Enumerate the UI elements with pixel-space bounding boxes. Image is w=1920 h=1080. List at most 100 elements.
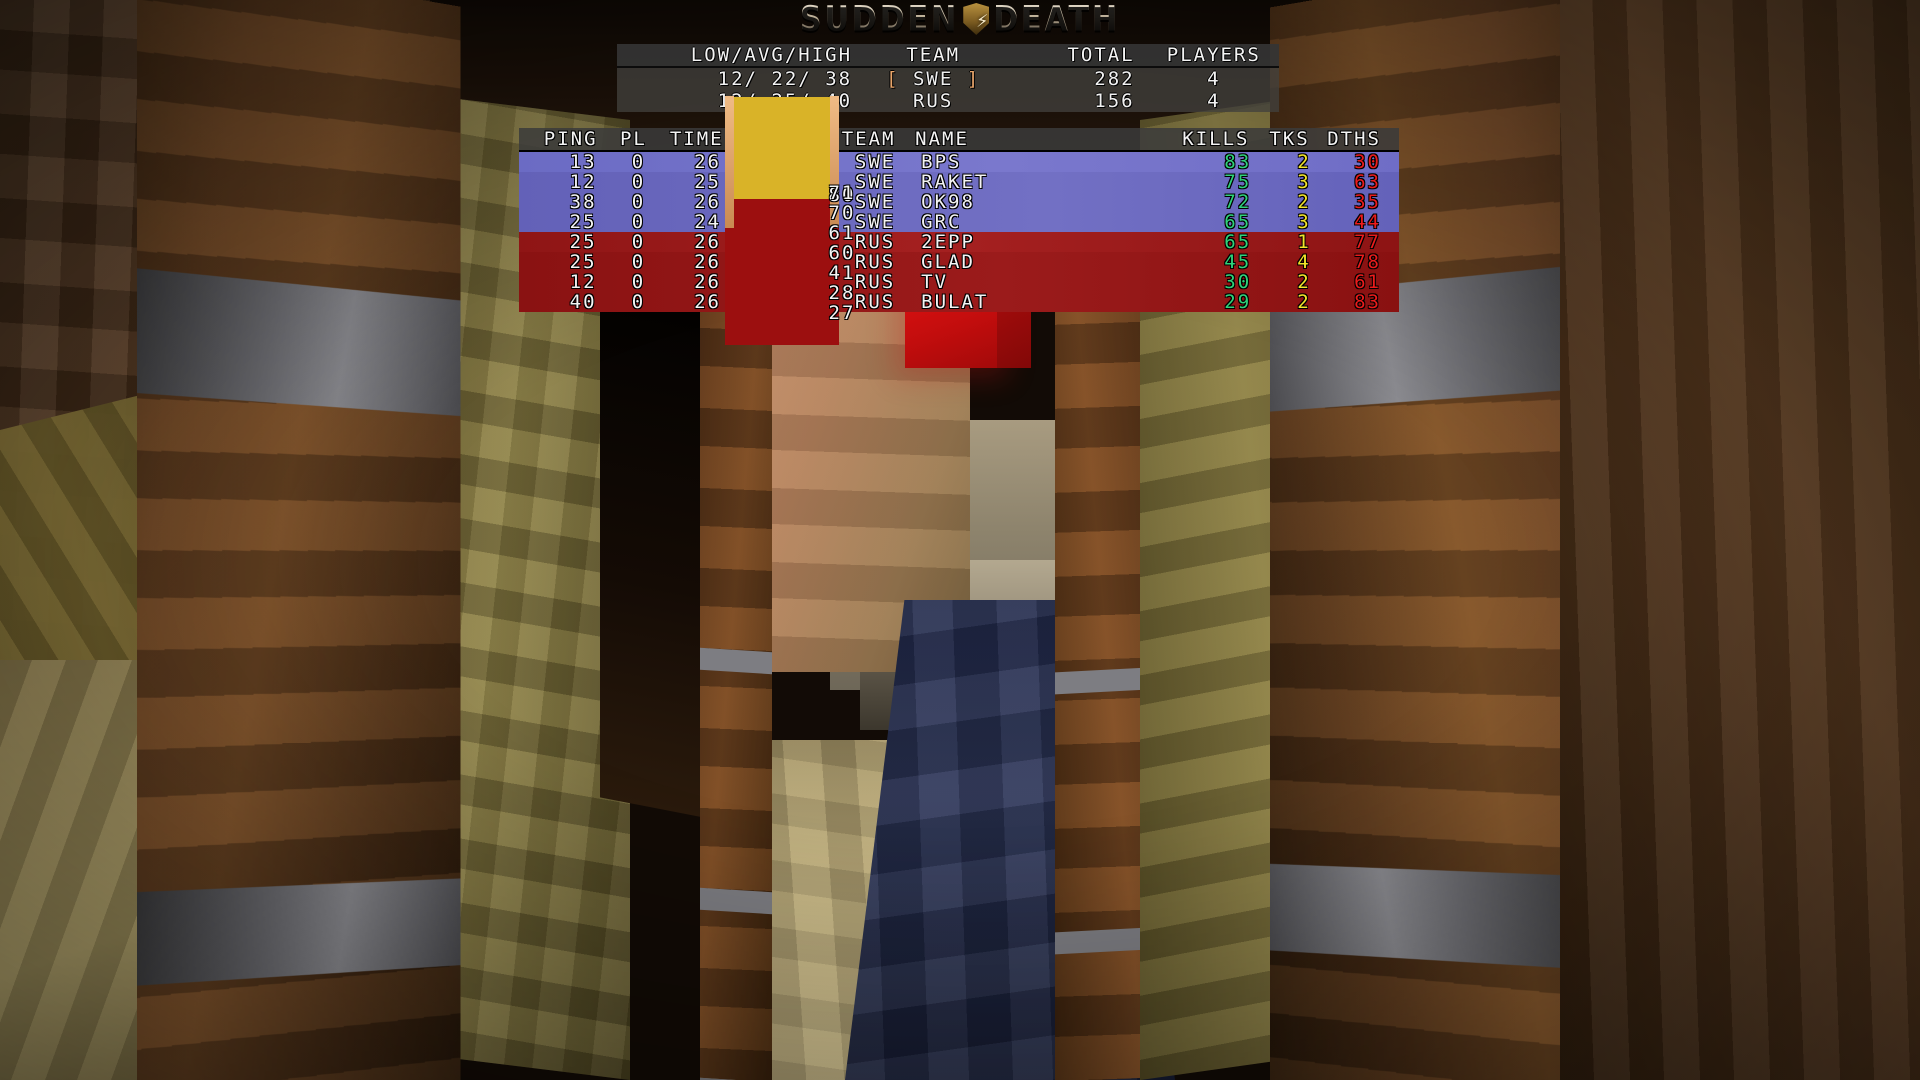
- cell-dths: 61: [1354, 271, 1381, 293]
- cell-frags: 27: [721, 258, 853, 346]
- cell-team: RUS: [854, 271, 896, 293]
- cell-ping: 40: [569, 291, 597, 313]
- cell-name: RAKET: [921, 171, 989, 193]
- team-players: 4: [1207, 90, 1221, 112]
- cell-tks: 3: [1297, 171, 1311, 193]
- cell-team: RUS: [854, 231, 896, 253]
- cell-tks: 4: [1297, 251, 1311, 273]
- cell-team: RUS: [854, 251, 896, 273]
- frag-highlight-box: [724, 259, 839, 345]
- title-text-left: SUDDEN: [799, 0, 960, 40]
- cell-dths: 44: [1354, 211, 1381, 233]
- cell-ping: 25: [569, 231, 597, 253]
- cell-dths: 78: [1354, 251, 1381, 273]
- cell-kills: 65: [1224, 231, 1252, 253]
- cell-tks: 2: [1297, 291, 1311, 313]
- header-total: TOTAL: [1067, 44, 1135, 66]
- cell-team: RUS: [854, 291, 896, 313]
- cell-name: BPS: [921, 151, 962, 173]
- cell-pl: 0: [631, 171, 646, 193]
- table-row[interactable]: 12 0 25 71 SWE RAKET 75 3 63: [519, 139, 1399, 225]
- team-summary-row: 12/ 22/ 38 [ SWE ] 282 4: [617, 68, 1279, 90]
- team-name: [ SWE ]: [886, 68, 981, 90]
- cell-time: 25: [694, 171, 721, 193]
- cell-ping: 12: [569, 271, 597, 293]
- col-ping: PING: [543, 128, 598, 150]
- col-kills: KILLS: [1182, 128, 1250, 150]
- team-players: 4: [1207, 68, 1221, 90]
- cell-time: 26: [694, 271, 721, 293]
- shield-bolt-icon: ⚡: [963, 3, 990, 35]
- col-dths: DTHS: [1327, 128, 1381, 150]
- cell-tks: 2: [1297, 151, 1311, 173]
- cell-tks: 2: [1297, 191, 1311, 213]
- cell-ping: 38: [569, 191, 597, 213]
- cell-tks: 2: [1297, 271, 1311, 293]
- cell-tks: 3: [1297, 211, 1311, 233]
- table-row[interactable]: 12 0 26 28 RUS TV 30 2 61: [519, 239, 1399, 325]
- cell-time: 26: [694, 151, 721, 173]
- cell-ping: 13: [569, 151, 597, 173]
- cell-ping: 25: [569, 251, 597, 273]
- cell-name: OK98: [921, 191, 975, 213]
- cell-pl: 0: [631, 291, 646, 313]
- cell-pl: 0: [631, 191, 646, 213]
- cell-tks: 1: [1297, 231, 1311, 253]
- cell-kills: 83: [1224, 151, 1252, 173]
- cell-time: 24: [694, 211, 721, 233]
- cell-name: GRC: [921, 211, 962, 233]
- player-table-header: PING PL TIME FRAGS TEAM NAME KILLS TKS D…: [519, 128, 1399, 152]
- cell-name: GLAD: [921, 251, 975, 273]
- header-players: PLAYERS: [1166, 44, 1261, 66]
- team-name: RUS: [912, 90, 954, 112]
- cell-time: 26: [694, 291, 721, 313]
- sudden-death-title: SUDDEN ⚡ DEATH: [0, 0, 1920, 40]
- cell-time: 26: [694, 191, 721, 213]
- title-text-right: DEATH: [993, 0, 1121, 40]
- team-summary-row: 12/ 25/ 40 RUS 156 4: [617, 90, 1279, 112]
- col-team: TEAM: [841, 128, 896, 150]
- cell-dths: 83: [1354, 291, 1381, 313]
- cell-pl: 0: [631, 231, 646, 253]
- cell-dths: 77: [1354, 231, 1381, 253]
- right-wall: [1560, 0, 1920, 1080]
- cell-name: BULAT: [921, 291, 989, 313]
- col-name: NAME: [915, 128, 969, 150]
- cell-time: 26: [694, 231, 721, 253]
- cell-name: TV: [921, 271, 949, 293]
- cell-ping: 12: [569, 171, 597, 193]
- table-row[interactable]: 25 0 26 60 RUS 2EPP 65 1 77: [519, 199, 1399, 285]
- header-team: TEAM: [906, 44, 961, 66]
- col-tks: TKS: [1269, 128, 1310, 150]
- cell-dths: 35: [1354, 191, 1381, 213]
- cell-team: SWE: [854, 211, 896, 233]
- table-row[interactable]: 40 0 26 27 RUS BULAT 29 2 83: [519, 259, 1399, 345]
- cell-time: 26: [694, 251, 721, 273]
- table-row[interactable]: 25 0 26 41 RUS GLAD 45 4 78: [519, 219, 1399, 305]
- table-row[interactable]: 13 0 26 80 SWE BPS 83 2 30: [519, 96, 1399, 228]
- cell-kills: 45: [1224, 251, 1252, 273]
- cell-dths: 63: [1354, 171, 1381, 193]
- cell-ping: 25: [569, 211, 597, 233]
- cell-kills: 72: [1224, 191, 1252, 213]
- frag-bracket-left-icon: [724, 96, 734, 228]
- cell-pl: 0: [631, 151, 646, 173]
- cell-pl: 0: [631, 271, 646, 293]
- cell-pl: 0: [631, 211, 646, 233]
- table-row[interactable]: 38 0 26 70 SWE OK98 72 2 35: [519, 159, 1399, 245]
- table-row[interactable]: 25 0 24 61 SWE GRC 65 3 44: [519, 179, 1399, 265]
- cell-kills: 30: [1224, 271, 1252, 293]
- frag-bracket-right-icon: [829, 96, 839, 228]
- team-summary-panel: LOW/AVG/HIGH TEAM TOTAL PLAYERS 12/ 22/ …: [617, 44, 1279, 112]
- cell-name: 2EPP: [921, 231, 975, 253]
- cell-kills: 29: [1224, 291, 1252, 313]
- cell-kills: 65: [1224, 211, 1252, 233]
- col-time: TIME: [669, 128, 724, 150]
- team-total: 156: [1094, 90, 1135, 112]
- team-summary-header: LOW/AVG/HIGH TEAM TOTAL PLAYERS: [617, 44, 1279, 68]
- team-total: 282: [1094, 68, 1135, 90]
- player-scoreboard-table: PING PL TIME FRAGS TEAM NAME KILLS TKS D…: [519, 96, 1399, 345]
- cell-team: SWE: [854, 171, 896, 193]
- col-pl: PL: [619, 128, 647, 150]
